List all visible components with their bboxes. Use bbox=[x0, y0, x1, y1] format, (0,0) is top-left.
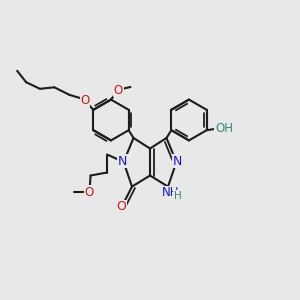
Text: OH: OH bbox=[215, 122, 233, 135]
Text: O: O bbox=[114, 83, 123, 97]
Text: O: O bbox=[116, 200, 126, 213]
Text: O: O bbox=[85, 185, 94, 199]
Text: NH: NH bbox=[162, 186, 180, 199]
Text: O: O bbox=[80, 94, 90, 107]
Text: N: N bbox=[118, 154, 127, 168]
Text: N: N bbox=[173, 154, 182, 168]
Text: H: H bbox=[174, 190, 182, 201]
